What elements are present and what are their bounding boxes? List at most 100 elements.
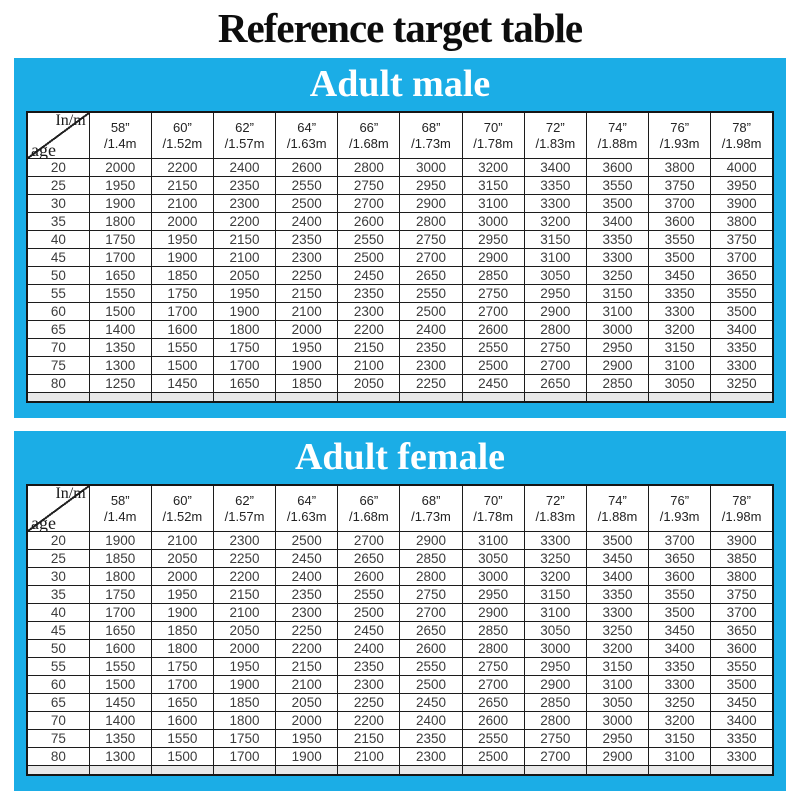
value-cell: 2850 (585, 374, 650, 393)
data-row: 75 1350 1550 1750 1950 2150 2350 2550 2750 2950 31… (26, 729, 774, 748)
data-row: 65 1450 1650 1850 2050 2250 2450 2650 2850 3050 32… (26, 693, 774, 712)
value-cell: 2900 (523, 302, 587, 321)
value-cell: 1800 (212, 320, 277, 339)
value-cell: 3000 (585, 711, 650, 730)
value-cell: 2600 (275, 158, 339, 177)
value-cell: 2550 (399, 657, 463, 676)
value-cell: 1800 (212, 711, 277, 730)
value-cell: 2600 (461, 320, 525, 339)
age-cell: 75 (26, 356, 90, 375)
age-cell: 30 (26, 194, 90, 213)
value-cell: 3000 (461, 212, 525, 231)
adult-male-table: In/m age 58”/1.4m 60”/1.52m 62”/1.57m 64”/1.6… (26, 111, 774, 403)
value-cell: 1550 (150, 729, 214, 748)
value-cell: 3100 (585, 675, 650, 694)
value-cell: 2700 (337, 531, 401, 550)
value-cell: 2900 (585, 356, 650, 375)
empty-cell (150, 765, 214, 776)
value-cell: 2850 (399, 549, 463, 568)
age-cell: 50 (26, 266, 90, 285)
value-cell: 3400 (585, 567, 650, 586)
value-cell: 3300 (523, 194, 587, 213)
value-cell: 2600 (337, 567, 401, 586)
value-cell: 2900 (461, 603, 525, 622)
value-cell: 2500 (275, 194, 339, 213)
value-cell: 3200 (461, 158, 525, 177)
value-cell: 1950 (150, 585, 214, 604)
age-cell: 70 (26, 338, 90, 357)
value-cell: 2150 (150, 176, 214, 195)
value-cell: 2000 (150, 212, 214, 231)
data-row: 55 1550 1750 1950 2150 2350 2550 2750 2950 3150 33… (26, 657, 774, 676)
value-cell: 3250 (523, 549, 587, 568)
value-cell: 2750 (523, 729, 587, 748)
value-cell: 2800 (337, 158, 401, 177)
value-cell: 2400 (337, 639, 401, 658)
value-cell: 2000 (212, 639, 277, 658)
height-inches-label: 76” (670, 492, 690, 508)
data-row: 45 1700 1900 2100 2300 2500 2700 2900 3100 3300 35… (26, 248, 774, 267)
height-header-cell: 68”/1.73m (399, 484, 463, 532)
empty-cell (275, 392, 339, 403)
value-cell: 3400 (648, 639, 712, 658)
value-cell: 1650 (88, 621, 152, 640)
age-cell: 65 (26, 693, 90, 712)
value-cell: 2400 (212, 158, 277, 177)
height-inches-label: 58” (110, 492, 130, 508)
value-cell: 3800 (648, 158, 712, 177)
value-cell: 1850 (212, 693, 277, 712)
age-cell: 35 (26, 212, 90, 231)
empty-cell (461, 765, 525, 776)
data-row: 40 1700 1900 2100 2300 2500 2700 2900 3100 3300 35… (26, 603, 774, 622)
table-body: 20 2000 2200 2400 2600 2800 3000 3200 3400 3600 38… (26, 158, 774, 403)
empty-cell (648, 392, 712, 403)
value-cell: 1350 (88, 729, 152, 748)
value-cell: 2400 (275, 567, 339, 586)
empty-cell (212, 765, 277, 776)
value-cell: 2200 (337, 711, 401, 730)
value-cell: 1750 (212, 338, 277, 357)
empty-cell (648, 765, 712, 776)
adult-female-table: In/m age 58”/1.4m 60”/1.52m 62”/1.57m 64”/1.6… (26, 484, 774, 776)
age-cell: 40 (26, 603, 90, 622)
value-cell: 2950 (399, 176, 463, 195)
value-cell: 1800 (88, 212, 152, 231)
value-cell: 3400 (710, 320, 774, 339)
value-cell: 2900 (399, 531, 463, 550)
age-cell: 75 (26, 729, 90, 748)
page-title: Reference target table (217, 5, 583, 51)
value-cell: 2100 (150, 194, 214, 213)
value-cell: 3650 (648, 549, 712, 568)
value-cell: 2100 (337, 747, 401, 766)
empty-cell (399, 392, 463, 403)
height-inches-label: 62” (235, 119, 254, 135)
height-inches-label: 70” (483, 119, 503, 135)
value-cell: 3550 (648, 230, 712, 249)
height-header-cell: 66”/1.68m (337, 111, 401, 159)
empty-cell (523, 765, 587, 776)
value-cell: 1350 (88, 338, 152, 357)
value-cell: 3100 (648, 747, 712, 766)
empty-cell (88, 765, 152, 776)
value-cell: 3500 (648, 603, 712, 622)
value-cell: 1900 (212, 675, 277, 694)
value-cell: 1950 (150, 230, 214, 249)
height-inches-label: 64” (297, 492, 317, 508)
value-cell: 3850 (710, 549, 774, 568)
value-cell: 3300 (710, 747, 774, 766)
value-cell: 1700 (88, 603, 152, 622)
value-cell: 2550 (275, 176, 339, 195)
value-cell: 2150 (212, 230, 277, 249)
value-cell: 2000 (88, 158, 152, 177)
value-cell: 2350 (399, 338, 463, 357)
empty-cell (585, 392, 650, 403)
height-meters-label: /1.98m (721, 508, 762, 524)
value-cell: 1900 (150, 603, 214, 622)
value-cell: 2100 (337, 356, 401, 375)
value-cell: 2150 (212, 585, 277, 604)
value-cell: 3350 (710, 338, 774, 357)
corner-label-unit: In/m (55, 485, 86, 502)
value-cell: 3450 (648, 266, 712, 285)
empty-cell (26, 392, 90, 403)
data-row: 30 1800 2000 2200 2400 2600 2800 3000 3200 3400 36… (26, 567, 774, 586)
